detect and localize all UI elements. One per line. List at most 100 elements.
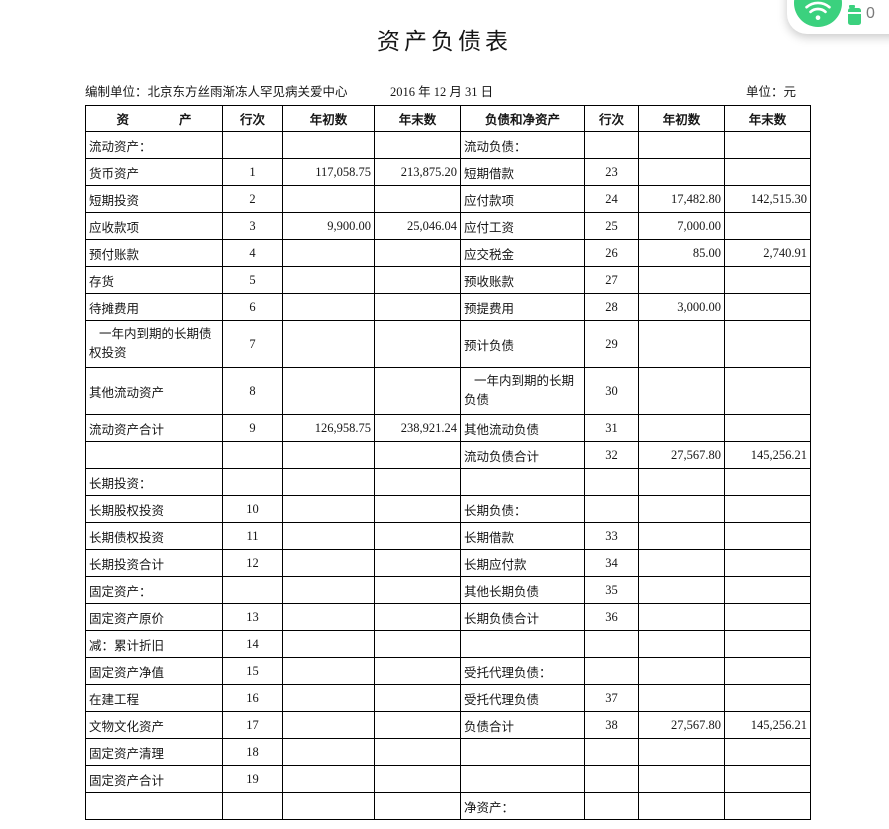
liability-label-cell: 长期应付款 bbox=[460, 549, 585, 577]
asset-label-cell: 在建工程 bbox=[85, 684, 223, 712]
liability-end-cell bbox=[724, 603, 811, 631]
liability-end-cell bbox=[724, 738, 811, 766]
liability-begin-cell: 27,567.80 bbox=[638, 711, 725, 739]
asset-end-cell bbox=[374, 131, 461, 159]
liability-label-cell: 预计负债 bbox=[460, 320, 585, 368]
report-date: 2016 年 12 月 31 日 bbox=[390, 85, 494, 99]
liability-begin-cell bbox=[638, 738, 725, 766]
asset-end-cell bbox=[374, 657, 461, 685]
asset-label-cell: 固定资产原价 bbox=[85, 603, 223, 631]
liability-end-cell bbox=[724, 657, 811, 685]
liability-lineno-cell: 31 bbox=[584, 414, 639, 442]
wifi-icon bbox=[805, 1, 831, 21]
liability-end-cell bbox=[724, 212, 811, 240]
asset-label-cell: 其他流动资产 bbox=[85, 367, 223, 415]
asset-lineno-cell: 7 bbox=[222, 320, 283, 368]
liability-lineno-cell bbox=[584, 792, 639, 820]
asset-begin-cell bbox=[282, 131, 375, 159]
column-header-3: 年末数 bbox=[374, 105, 461, 132]
asset-end-cell bbox=[374, 495, 461, 523]
asset-begin-cell bbox=[282, 293, 375, 321]
asset-end-cell bbox=[374, 576, 461, 604]
liability-lineno-cell: 38 bbox=[584, 711, 639, 739]
table-row: 流动资产： 流动负债： bbox=[85, 131, 811, 159]
liability-lineno-cell bbox=[584, 468, 639, 496]
asset-end-cell bbox=[374, 630, 461, 658]
table-row: 文物文化资产 17 负债合计 38 27,567.80 145,256.21 bbox=[85, 711, 811, 739]
liability-label-cell: 一年内到期的长期负债 bbox=[460, 367, 585, 415]
asset-lineno-cell: 8 bbox=[222, 367, 283, 415]
liability-begin-cell: 7,000.00 bbox=[638, 212, 725, 240]
asset-begin-cell bbox=[282, 738, 375, 766]
asset-label-cell: 流动资产合计 bbox=[85, 414, 223, 442]
asset-begin-cell: 9,900.00 bbox=[282, 212, 375, 240]
asset-end-cell bbox=[374, 441, 461, 469]
asset-lineno-cell bbox=[222, 792, 283, 820]
liability-label-cell: 预提费用 bbox=[460, 293, 585, 321]
liability-end-cell bbox=[724, 131, 811, 159]
prepared-by-label: 编制单位：北京东方丝雨渐冻人罕见病关爱中心 bbox=[85, 85, 348, 99]
asset-end-cell bbox=[374, 293, 461, 321]
liability-end-cell bbox=[724, 468, 811, 496]
asset-begin-cell bbox=[282, 239, 375, 267]
asset-lineno-cell bbox=[222, 131, 283, 159]
liability-begin-cell bbox=[638, 367, 725, 415]
liability-lineno-cell: 37 bbox=[584, 684, 639, 712]
table-row: 存货 5 预收账款 27 bbox=[85, 266, 811, 294]
asset-label-cell: 文物文化资产 bbox=[85, 711, 223, 739]
liability-end-cell: 145,256.21 bbox=[724, 711, 811, 739]
liability-begin-cell bbox=[638, 495, 725, 523]
asset-begin-cell bbox=[282, 765, 375, 793]
liability-label-cell: 长期负债合计 bbox=[460, 603, 585, 631]
asset-lineno-cell bbox=[222, 576, 283, 604]
asset-begin-cell: 117,058.75 bbox=[282, 158, 375, 186]
liability-begin-cell bbox=[638, 320, 725, 368]
table-row: 长期股权投资 10 长期负债： bbox=[85, 495, 811, 523]
asset-label-cell: 长期债权投资 bbox=[85, 522, 223, 550]
asset-lineno-cell: 9 bbox=[222, 414, 283, 442]
asset-lineno-cell: 4 bbox=[222, 239, 283, 267]
asset-lineno-cell: 5 bbox=[222, 266, 283, 294]
liability-label-cell: 其他长期负债 bbox=[460, 576, 585, 604]
liability-end-cell bbox=[724, 576, 811, 604]
liability-lineno-cell: 36 bbox=[584, 603, 639, 631]
table-row: 固定资产清理 18 bbox=[85, 738, 811, 766]
liability-lineno-cell: 33 bbox=[584, 522, 639, 550]
liability-lineno-cell: 26 bbox=[584, 239, 639, 267]
liability-begin-cell bbox=[638, 158, 725, 186]
liability-label-cell: 负债合计 bbox=[460, 711, 585, 739]
asset-begin-cell bbox=[282, 468, 375, 496]
balance-sheet-table: 资 产行次 年初数 年末数 负债和净资产 行次 年初数 年末数 流动资产： 流动负债： 货币资产 1… bbox=[85, 105, 811, 820]
asset-label-cell: 应收款项 bbox=[85, 212, 223, 240]
liability-lineno-cell: 30 bbox=[584, 367, 639, 415]
asset-lineno-cell: 11 bbox=[222, 522, 283, 550]
liability-end-cell bbox=[724, 792, 811, 820]
liability-begin-cell bbox=[638, 684, 725, 712]
asset-lineno-cell: 14 bbox=[222, 630, 283, 658]
asset-label-cell: 货币资产 bbox=[85, 158, 223, 186]
asset-end-cell bbox=[374, 320, 461, 368]
page-title: 资产负债表 bbox=[377, 29, 512, 54]
liability-lineno-cell: 27 bbox=[584, 266, 639, 294]
table-row: 长期债权投资 11 长期借款 33 bbox=[85, 522, 811, 550]
asset-end-cell bbox=[374, 468, 461, 496]
table-row: 固定资产原价 13 长期负债合计 36 bbox=[85, 603, 811, 631]
liability-label-cell: 长期借款 bbox=[460, 522, 585, 550]
liability-label-cell: 净资产： bbox=[460, 792, 585, 820]
liability-lineno-cell bbox=[584, 131, 639, 159]
battery-icon bbox=[848, 5, 861, 25]
asset-label-cell: 长期投资合计 bbox=[85, 549, 223, 577]
liability-label-cell: 应付款项 bbox=[460, 185, 585, 213]
table-header-row: 资 产行次 年初数 年末数 负债和净资产 行次 年初数 年末数 bbox=[85, 105, 811, 132]
table-row: 流动资产合计 9 126,958.75 238,921.24 其他流动负债 31 bbox=[85, 414, 811, 442]
liability-begin-cell: 3,000.00 bbox=[638, 293, 725, 321]
asset-begin-cell bbox=[282, 603, 375, 631]
table-row: 长期投资合计 12 长期应付款 34 bbox=[85, 549, 811, 577]
liability-end-cell bbox=[724, 266, 811, 294]
table-row: 待摊费用 6 预提费用 28 3,000.00 bbox=[85, 293, 811, 321]
liability-end-cell bbox=[724, 495, 811, 523]
liability-label-cell: 应付工资 bbox=[460, 212, 585, 240]
asset-lineno-cell: 18 bbox=[222, 738, 283, 766]
column-header-2: 年初数 bbox=[282, 105, 375, 132]
table-row: 应收款项 3 9,900.00 25,046.04 应付工资 25 7,000.00 bbox=[85, 212, 811, 240]
